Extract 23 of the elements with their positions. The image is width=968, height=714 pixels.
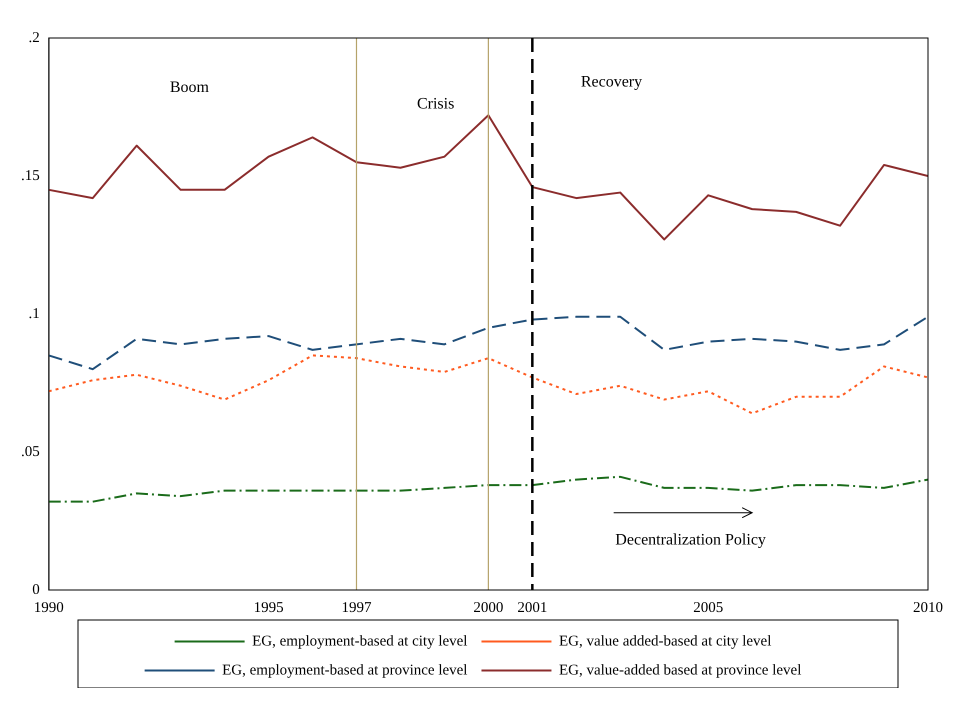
legend-label: EG, value-added based at province level xyxy=(558,662,802,678)
x-tick-label: 2001 xyxy=(517,600,548,616)
y-tick-label: .05 xyxy=(21,444,40,460)
legend-label: EG, employment-based at province level xyxy=(222,662,468,678)
y-tick-label: .15 xyxy=(21,168,40,184)
legend-label: EG, employment-based at city level xyxy=(252,633,468,650)
annotation: Decentralization Policy xyxy=(615,532,766,549)
annotation: Boom xyxy=(170,78,210,96)
x-tick-label: 2010 xyxy=(913,600,943,616)
x-tick-label: 2000 xyxy=(473,600,504,616)
annotation: Recovery xyxy=(580,73,642,90)
x-tick-label: 1990 xyxy=(34,600,64,616)
line-series xyxy=(48,476,928,503)
y-tick-label: 0 xyxy=(32,582,40,598)
legend-label: EG, value added-based at city level xyxy=(558,633,772,650)
line-series xyxy=(48,316,928,370)
annotation: Crisis xyxy=(416,95,454,112)
line-series xyxy=(48,354,928,414)
x-tick-label: 1995 xyxy=(254,600,284,616)
x-tick-label: 1997 xyxy=(341,600,372,616)
y-tick-label: .2 xyxy=(28,30,40,46)
y-tick-label: .1 xyxy=(28,306,40,322)
x-tick-label: 2005 xyxy=(693,600,724,616)
